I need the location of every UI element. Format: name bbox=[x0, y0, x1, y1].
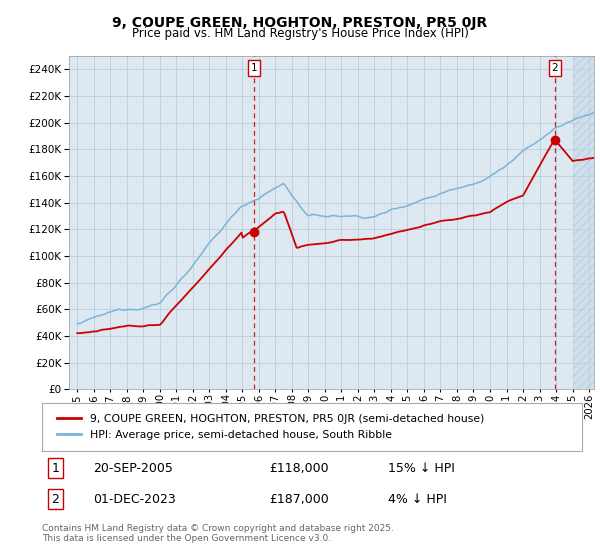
Legend: 9, COUPE GREEN, HOGHTON, PRESTON, PR5 0JR (semi-detached house), HPI: Average pr: 9, COUPE GREEN, HOGHTON, PRESTON, PR5 0J… bbox=[53, 409, 488, 445]
Text: 01-DEC-2023: 01-DEC-2023 bbox=[94, 493, 176, 506]
Text: 1: 1 bbox=[251, 63, 257, 73]
Text: 9, COUPE GREEN, HOGHTON, PRESTON, PR5 0JR: 9, COUPE GREEN, HOGHTON, PRESTON, PR5 0J… bbox=[112, 16, 488, 30]
Text: 4% ↓ HPI: 4% ↓ HPI bbox=[388, 493, 446, 506]
Text: 20-SEP-2005: 20-SEP-2005 bbox=[94, 462, 173, 475]
Text: £187,000: £187,000 bbox=[269, 493, 329, 506]
Text: Price paid vs. HM Land Registry's House Price Index (HPI): Price paid vs. HM Land Registry's House … bbox=[131, 27, 469, 40]
Text: 2: 2 bbox=[52, 493, 59, 506]
Text: £118,000: £118,000 bbox=[269, 462, 328, 475]
Bar bbox=[572, 56, 598, 389]
Text: 1: 1 bbox=[52, 462, 59, 475]
Text: Contains HM Land Registry data © Crown copyright and database right 2025.
This d: Contains HM Land Registry data © Crown c… bbox=[42, 524, 394, 543]
Text: 15% ↓ HPI: 15% ↓ HPI bbox=[388, 462, 454, 475]
Text: 2: 2 bbox=[551, 63, 558, 73]
